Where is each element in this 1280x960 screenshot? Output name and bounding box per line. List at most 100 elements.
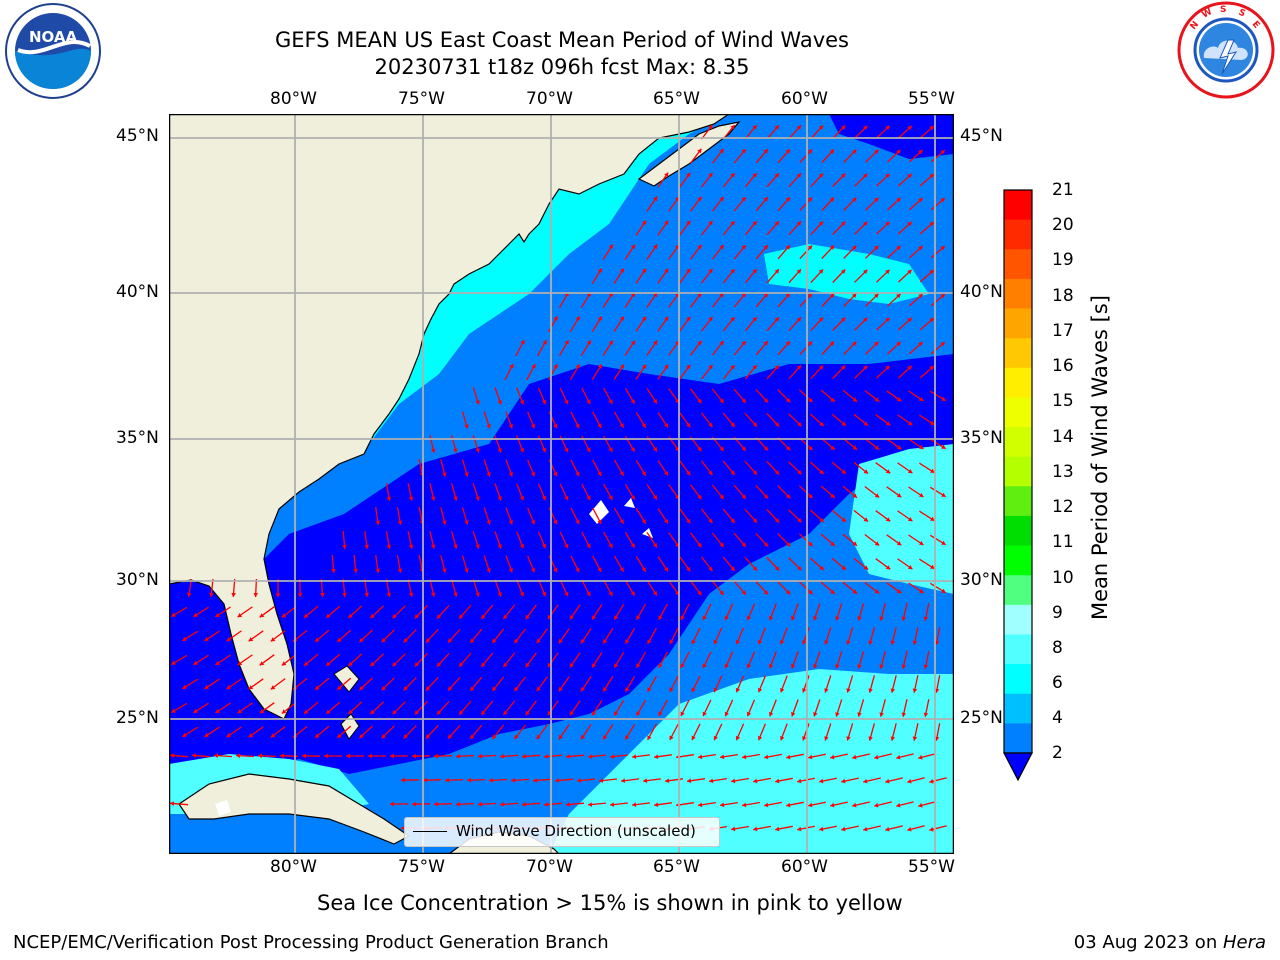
wind-wave-arrow: [809, 557, 825, 571]
map-panel: [168, 113, 955, 855]
wind-wave-arrow: [831, 557, 847, 571]
colorbar-label-4: 4: [1052, 708, 1063, 728]
wind-wave-arrow: [890, 627, 897, 645]
wave-period-band-light-coastal: [349, 114, 729, 444]
lat-label-left-40n: 40°N: [116, 282, 159, 302]
wind-wave-arrow: [711, 148, 725, 164]
colorbar-segment: [1004, 219, 1032, 250]
colorbar-segment: [1004, 664, 1032, 695]
wind-wave-arrow: [897, 365, 913, 379]
wind-wave-arrow: [768, 651, 777, 669]
wind-wave-arrow: [270, 630, 286, 642]
wind-wave-arrow: [798, 533, 814, 547]
wind-wave-arrow: [755, 244, 769, 260]
wind-wave-arrow: [613, 459, 625, 477]
wind-wave-arrow: [624, 387, 636, 405]
wind-wave-arrow: [336, 725, 352, 739]
wind-wave-arrow: [733, 340, 747, 356]
wind-wave-arrow: [842, 437, 858, 451]
wind-wave-arrow: [281, 701, 297, 715]
wind-wave-arrow: [821, 245, 835, 259]
wind-wave-arrow: [516, 579, 525, 597]
wind-wave-arrow: [547, 652, 559, 668]
wind-wave-arrow: [810, 316, 824, 332]
wind-wave-arrow: [248, 726, 264, 738]
wind-wave-arrow: [259, 654, 275, 666]
footer-date: 03 Aug 2023 on Hera: [1074, 932, 1266, 953]
wind-wave-arrow: [713, 627, 723, 645]
wind-wave-arrow: [624, 483, 636, 501]
nws-logo: N W S S E: [1176, 0, 1276, 100]
wind-wave-arrow: [369, 701, 385, 715]
wind-wave-arrow: [494, 387, 502, 405]
wind-wave-arrow: [480, 700, 494, 716]
wind-wave-arrow: [690, 532, 702, 548]
colorbar-label-16: 16: [1052, 356, 1074, 376]
wind-wave-arrow: [788, 172, 802, 188]
wind-wave-arrow: [226, 630, 242, 642]
lon-label-bottom-80w: 80°W: [270, 857, 317, 877]
wind-wave-arrow: [733, 148, 747, 164]
wind-wave-arrow: [791, 699, 799, 717]
wind-wave-arrow: [733, 580, 747, 596]
wind-wave-arrow: [786, 753, 804, 760]
wind-wave-arrow: [744, 556, 758, 572]
wind-wave-arrow: [516, 483, 525, 501]
colorbar-segment: [1004, 604, 1032, 635]
wind-wave-arrow: [824, 627, 832, 645]
wind-wave-arrow: [602, 628, 614, 644]
wave-period-band-light-patch: [764, 244, 929, 304]
wind-wave-arrow: [433, 753, 453, 759]
wind-wave-arrow: [766, 509, 780, 523]
wind-wave-arrow: [708, 777, 728, 784]
wind-wave-arrow: [919, 317, 935, 331]
wind-wave-arrow: [613, 651, 625, 669]
wind-wave-arrow: [657, 364, 669, 380]
wind-wave-arrow: [890, 675, 897, 693]
wind-wave-arrow: [923, 699, 930, 717]
wind-wave-arrow: [248, 678, 264, 690]
wind-wave-arrow: [798, 485, 814, 499]
colorbar-segment: [1004, 427, 1032, 458]
wind-wave-arrow: [581, 387, 591, 405]
wind-wave-arrow: [504, 363, 514, 381]
wind-wave-arrow: [624, 579, 636, 597]
wind-wave-arrow: [777, 148, 791, 164]
wind-wave-arrow: [919, 365, 935, 379]
wind-wave-arrow: [930, 293, 946, 307]
wind-wave-arrow: [591, 604, 603, 620]
wind-wave-arrow: [548, 363, 558, 381]
wind-wave-arrow: [755, 580, 769, 596]
wind-wave-arrow: [777, 389, 791, 403]
wind-wave-arrow: [570, 555, 580, 573]
colorbar-segment: [1004, 308, 1032, 339]
colorbar-label-17: 17: [1052, 321, 1074, 341]
wind-wave-arrow: [897, 173, 913, 187]
wind-wave-arrow: [863, 777, 881, 784]
wind-wave-arrow: [929, 390, 947, 402]
wind-wave-arrow: [646, 532, 658, 548]
wind-wave-arrow: [414, 701, 428, 715]
wind-wave-arrow: [852, 753, 870, 760]
wind-wave-arrow: [722, 556, 736, 572]
wind-wave-arrow: [657, 316, 669, 332]
wind-wave-arrow: [853, 557, 869, 571]
wind-wave-arrow: [543, 802, 563, 807]
wind-wave-arrow: [908, 438, 924, 450]
wind-wave-arrow: [325, 701, 341, 715]
wind-wave-arrow: [558, 339, 570, 357]
wind-wave-arrow: [450, 483, 458, 501]
wind-wave-arrow: [768, 603, 777, 621]
wind-wave-arrow: [624, 675, 636, 693]
wind-wave-arrow: [820, 581, 836, 595]
colorbar-label-10: 10: [1052, 568, 1074, 588]
wind-wave-arrow: [559, 531, 569, 549]
lat-label-left-25n: 25°N: [116, 708, 159, 728]
wind-wave-arrow: [886, 341, 902, 355]
wind-wave-arrow: [358, 725, 374, 739]
wind-wave-arrow: [569, 700, 581, 716]
wind-wave-arrow: [788, 220, 802, 236]
wind-wave-arrow: [824, 675, 832, 693]
wind-wave-arrow: [929, 582, 947, 594]
wind-wave-arrow: [722, 124, 736, 140]
